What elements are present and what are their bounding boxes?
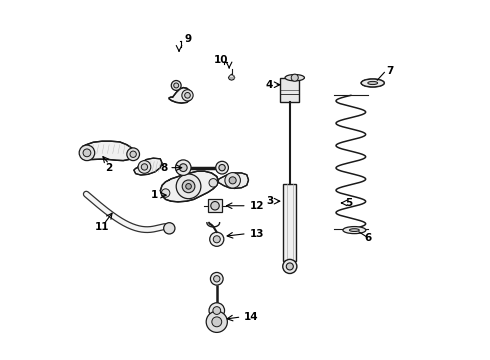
Polygon shape xyxy=(160,171,219,202)
Text: 10: 10 xyxy=(214,55,228,65)
Circle shape xyxy=(179,164,187,171)
Polygon shape xyxy=(169,87,192,103)
Circle shape xyxy=(210,273,223,285)
Circle shape xyxy=(186,184,192,189)
Circle shape xyxy=(229,177,236,184)
Circle shape xyxy=(206,311,227,332)
Text: 12: 12 xyxy=(250,201,265,211)
Circle shape xyxy=(174,83,179,88)
Circle shape xyxy=(175,160,191,175)
Circle shape xyxy=(141,164,147,170)
Circle shape xyxy=(212,317,221,327)
Text: 2: 2 xyxy=(105,163,113,173)
Circle shape xyxy=(291,74,298,81)
Circle shape xyxy=(214,276,220,282)
Circle shape xyxy=(213,307,220,314)
Circle shape xyxy=(211,202,219,210)
Text: 13: 13 xyxy=(250,229,265,239)
Circle shape xyxy=(172,81,181,90)
Text: 4: 4 xyxy=(265,80,272,90)
Text: 7: 7 xyxy=(386,66,393,76)
Polygon shape xyxy=(228,74,235,80)
Circle shape xyxy=(182,90,193,101)
Circle shape xyxy=(283,259,297,274)
Ellipse shape xyxy=(349,229,359,231)
Text: 14: 14 xyxy=(245,312,259,322)
Text: 9: 9 xyxy=(184,34,192,44)
FancyBboxPatch shape xyxy=(280,78,299,102)
Polygon shape xyxy=(215,173,248,189)
Circle shape xyxy=(127,148,140,161)
Text: 11: 11 xyxy=(95,222,110,232)
Circle shape xyxy=(176,174,201,199)
Ellipse shape xyxy=(368,81,378,85)
Ellipse shape xyxy=(285,75,304,81)
Circle shape xyxy=(164,223,175,234)
Ellipse shape xyxy=(361,79,384,87)
Circle shape xyxy=(138,161,151,173)
Text: 5: 5 xyxy=(345,198,353,208)
Circle shape xyxy=(209,303,224,318)
Circle shape xyxy=(185,93,190,98)
Polygon shape xyxy=(208,199,222,212)
Text: 6: 6 xyxy=(364,233,371,243)
Text: 3: 3 xyxy=(267,196,274,206)
Circle shape xyxy=(213,236,220,243)
Circle shape xyxy=(210,232,224,246)
Circle shape xyxy=(161,189,170,197)
Circle shape xyxy=(130,151,136,157)
Text: 1: 1 xyxy=(151,190,158,200)
Circle shape xyxy=(79,145,95,161)
Circle shape xyxy=(216,161,228,174)
Polygon shape xyxy=(134,158,162,175)
Polygon shape xyxy=(81,141,136,161)
Circle shape xyxy=(286,263,294,270)
Circle shape xyxy=(209,179,218,187)
Circle shape xyxy=(182,180,195,193)
Text: 8: 8 xyxy=(160,163,168,173)
Circle shape xyxy=(83,149,91,157)
Circle shape xyxy=(219,165,225,171)
Circle shape xyxy=(225,172,241,188)
FancyBboxPatch shape xyxy=(283,184,296,261)
Ellipse shape xyxy=(343,226,366,234)
